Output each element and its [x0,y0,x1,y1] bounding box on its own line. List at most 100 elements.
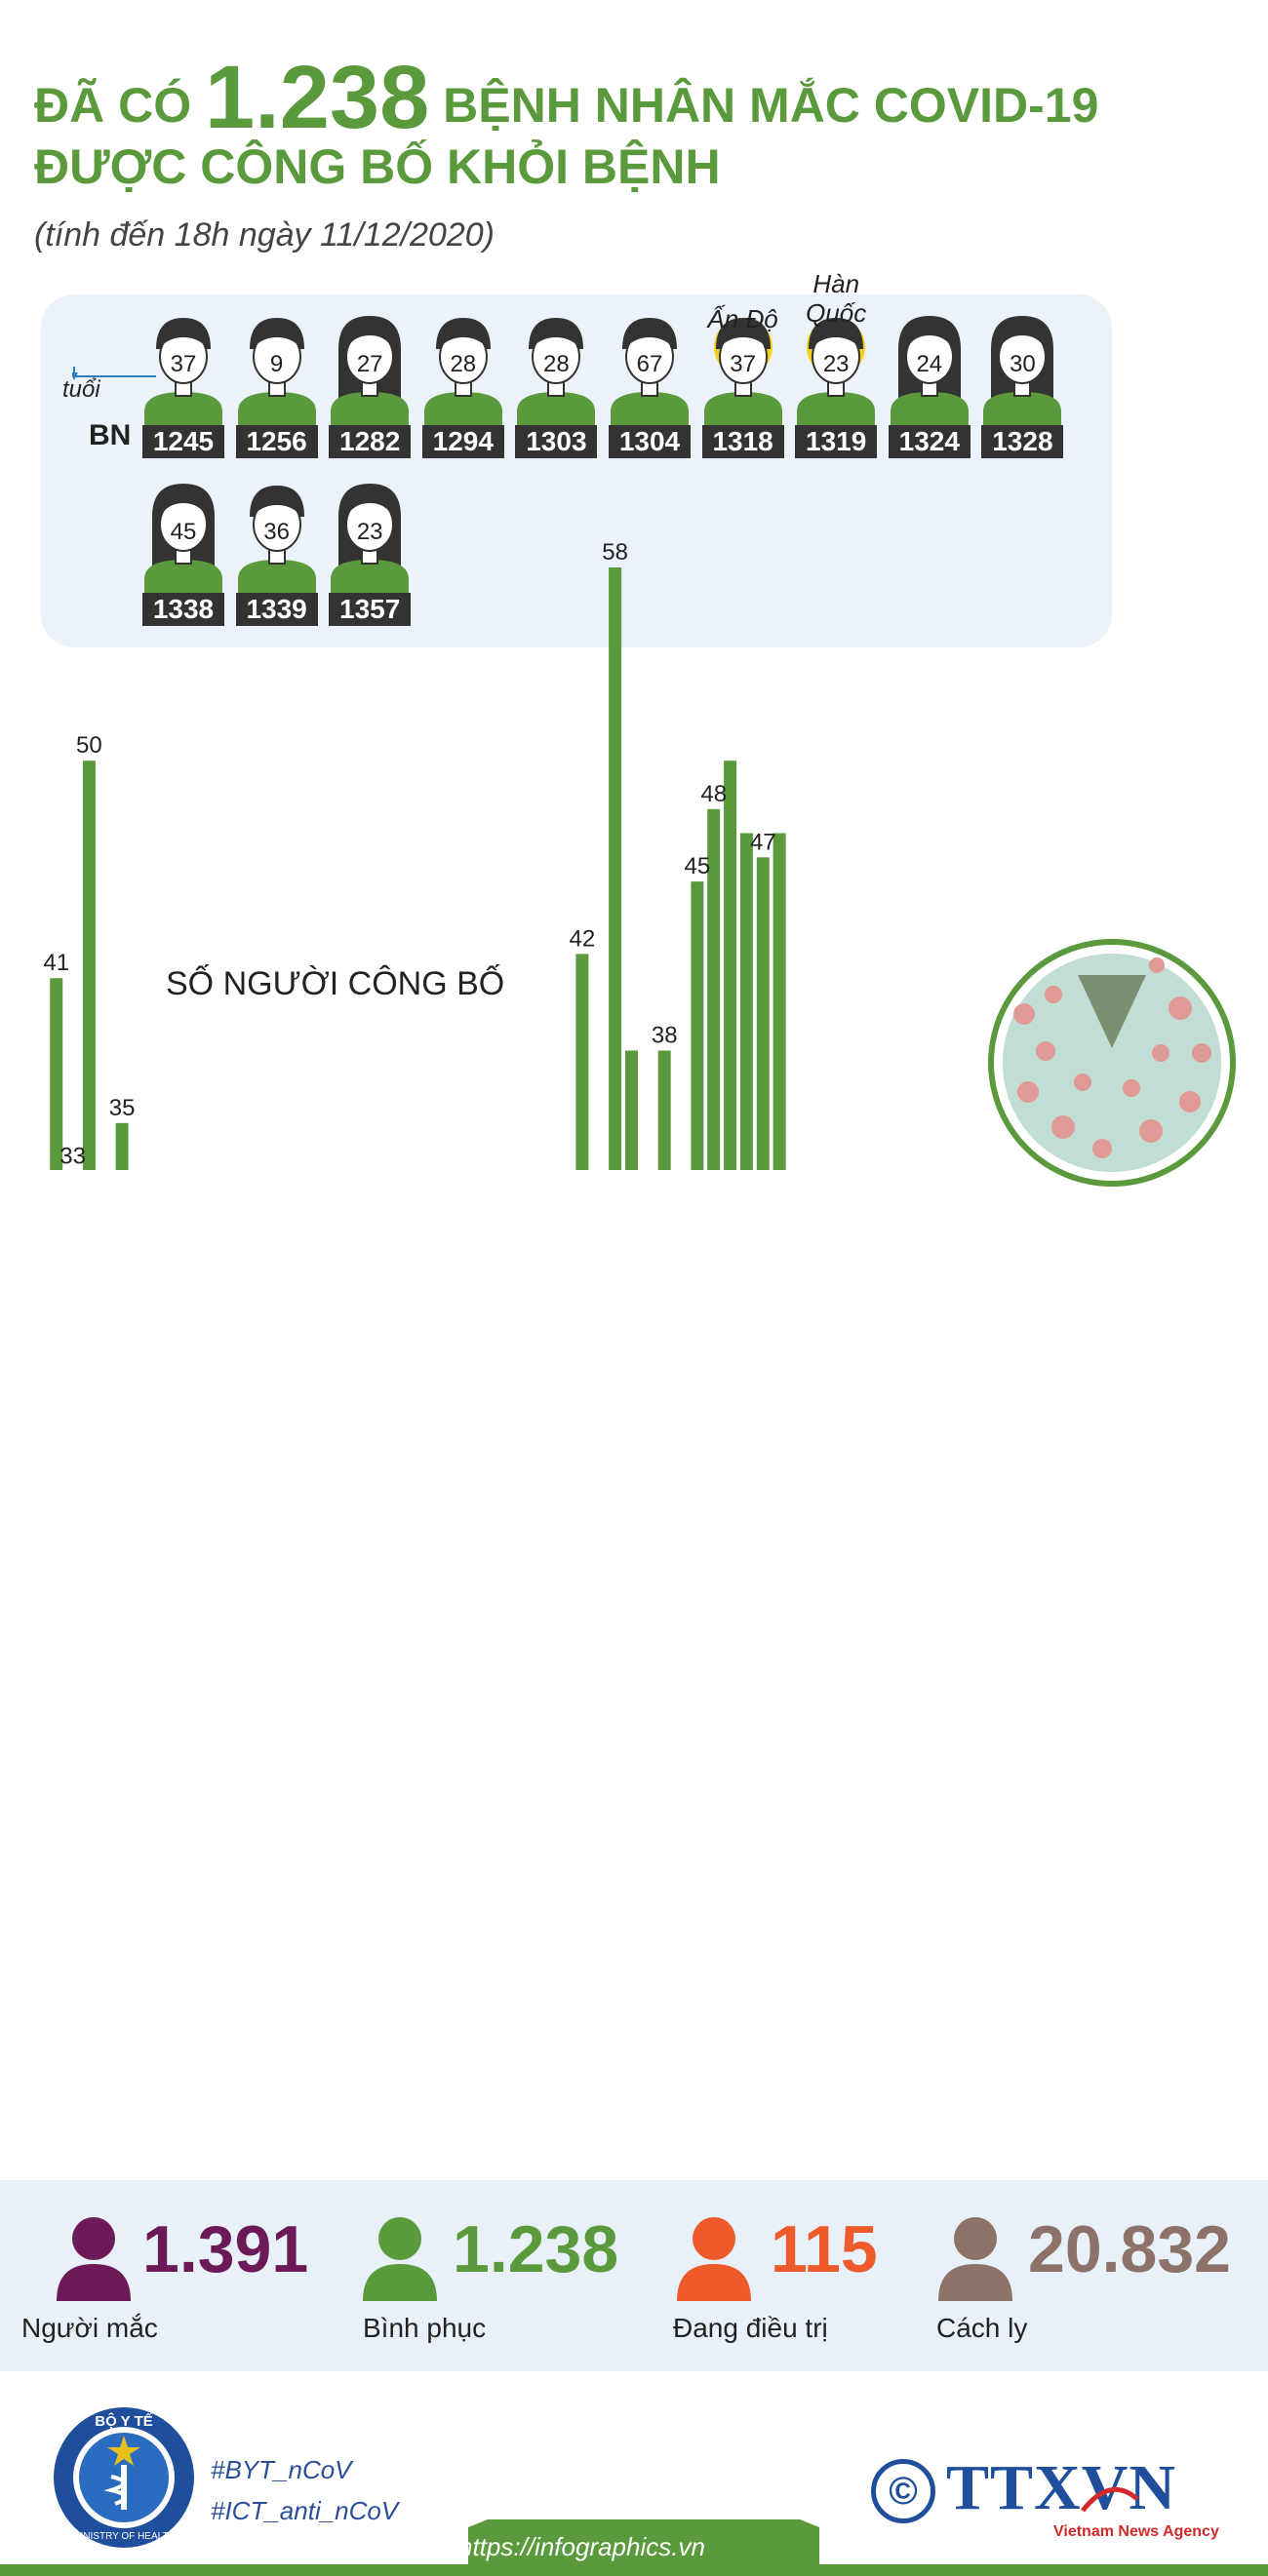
patient-age: 37 [730,351,756,377]
patient-age: 45 [170,519,197,545]
subtitle: (tính đến 18h ngày 11/12/2020) [34,216,495,254]
bar-value-label: 41 [43,950,69,976]
chart-bar [575,954,589,1170]
page-title: ĐÃ CÓ 1.238 BỆNH NHÂN MẮC COVID-19 [34,47,1098,149]
person-icon [57,2217,131,2301]
patient-bn: 1319 [795,425,878,458]
hashtag-ict: #ICT_anti_nCoV [211,2496,399,2525]
patient-card: 23 1357 [329,478,412,626]
virus-illustration-icon [988,939,1236,1187]
patient-age: 37 [170,351,197,377]
bn-label: BN [89,419,132,451]
bar-value-label: 32 [635,1167,661,1170]
copyright-icon: © [871,2459,935,2523]
stat-label: Bình phục [363,2313,487,2343]
person-icon [677,2217,751,2301]
patient-age: 27 [356,351,383,377]
patient-avatar-icon [423,318,502,427]
chart-bar [756,857,770,1170]
chart-bar [82,761,96,1170]
bar-value-label: 50 [76,732,102,759]
patient-bn: 1294 [421,425,504,458]
bar-value-label: 58 [602,539,628,566]
patient-bn: 1324 [888,425,971,458]
patient-bn: 1282 [329,425,412,458]
patient-bn: 1304 [609,425,691,458]
stats-band [0,2180,1268,2371]
patient-age: 23 [356,519,383,545]
patient-avatar-icon [890,316,969,427]
chart-bar [739,833,753,1170]
patient-card: 36 1339 [235,478,318,626]
bar-value-label: 45 [685,853,711,879]
patient-card: 27 1282 [329,310,412,458]
chart-bar [115,1122,129,1170]
patient-avatar-icon [237,318,316,427]
patient-card: 45 1338 [142,478,224,626]
ttxvn-swoosh-icon [1081,2487,1139,2513]
title-line-2: ĐƯỢC CÔNG BỐ KHỎI BỆNH [34,139,721,194]
bar-value-label: 47 [750,829,776,855]
patient-card: 23 1319 Hàn Quốc [795,269,878,458]
chart-bar [50,978,63,1170]
agency-name: Vietnam News Agency [1053,2523,1219,2540]
patient-age: 28 [543,351,570,377]
person-icon [938,2217,1012,2301]
person-icon [363,2217,437,2301]
chart-bar [707,808,721,1170]
patient-avatar-icon [983,316,1062,427]
patient-age: 23 [822,351,850,377]
title-suffix: BỆNH NHÂN MẮC COVID-19 [443,78,1099,133]
patient-bn: 1256 [235,425,318,458]
patient-age: 9 [269,351,284,377]
patient-bn: 1303 [515,425,598,458]
patient-avatar-icon [517,318,596,427]
patients-list: 37 1245 9 1256 27 1282 [0,0,1268,683]
patient-avatar-icon [331,484,410,595]
patient-card: 9 1256 [235,310,318,458]
moh-top-text: BỘ Y TẾ [95,2412,152,2430]
patient-card: 67 1304 [609,310,691,458]
patient-avatar-icon [144,318,222,427]
footer-link[interactable]: https://infographics.vn [458,2532,705,2561]
patient-country: Ấn Độ [707,304,778,333]
bar-chart: 1641335035139628574224230583238314548472… [43,539,786,1170]
age-pointer-arrow-icon [72,367,156,380]
bar-value-label: 35 [109,1095,136,1121]
patient-country: Hàn Quốc [806,269,867,328]
patient-avatar-icon [797,318,876,427]
patient-age: 24 [916,351,943,377]
title-number: 1.238 [205,48,430,147]
stat-value: 1.238 [453,2212,619,2286]
moh-bottom-text: MINISTRY OF HEALTH [72,2531,176,2542]
patient-bn: 1328 [981,425,1064,458]
patient-age: 30 [1010,351,1036,377]
stat-label: Cách ly [936,2313,1028,2343]
chart-bar [691,881,704,1170]
bar-value-label: 38 [652,1023,678,1049]
chart-label: SỐ NGƯỜI CÔNG BỐ [166,965,505,1002]
hashtag-byt: #BYT_nCoV [211,2455,352,2484]
bar-value-label: 42 [570,925,596,952]
patient-age: 67 [636,351,663,377]
footer-band [0,2519,1268,2576]
patient-bn: 1357 [329,593,412,626]
patient-bn: 1339 [235,593,318,626]
patient-card: 37 1318 Ấn Độ [701,304,784,458]
chart-bar [625,1050,638,1170]
stat-label: Người mắc [21,2313,158,2343]
patient-age: 36 [263,519,290,545]
patient-avatar-icon [703,318,782,427]
bar-value-label: 48 [700,781,727,807]
patient-card: 30 1328 [981,310,1064,458]
stat-value: 1.391 [142,2212,309,2286]
patient-avatar-icon [331,316,410,427]
patient-avatar-icon [144,484,222,595]
ttxvn-logo: TTXVN [946,2452,1177,2523]
stat-label: Đang điều trị [673,2313,828,2343]
patient-bn: 1338 [142,593,224,626]
age-label: tuổi [62,376,100,403]
patient-avatar-icon [237,486,316,595]
ministry-of-health-logo: BỘ Y TẾ MINISTRY OF HEALTH [54,2407,194,2548]
patient-bn: 1245 [142,425,224,458]
